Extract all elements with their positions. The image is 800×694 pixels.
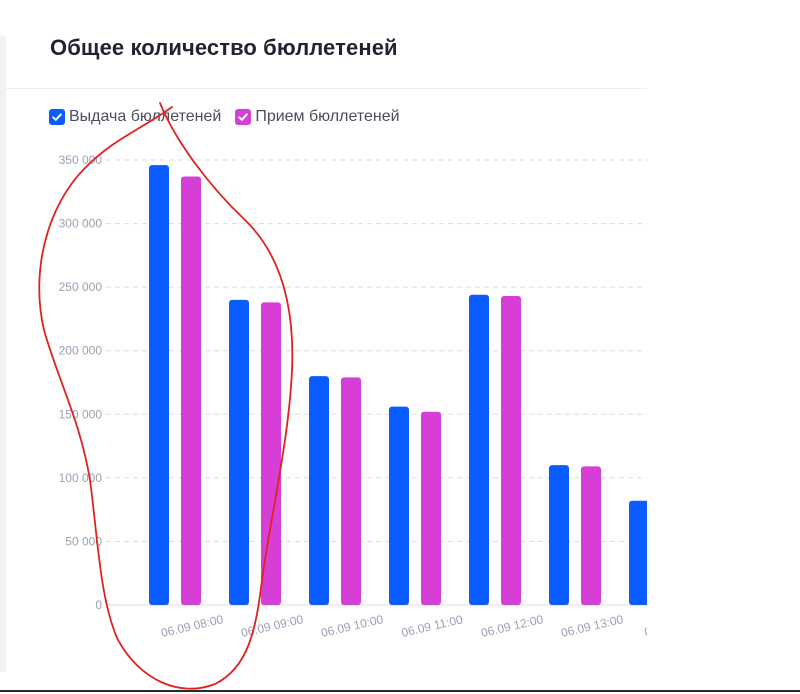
x-tick-label: 06.09 14:0 [643,613,647,639]
bar-chart: 0 50 000 100 000 150 000 200 000 250 000 300 0… [59,153,647,640]
y-tick-label: 150 000 [59,407,103,421]
title-divider [6,88,647,89]
y-tick-label: 300 000 [59,217,103,231]
bar-received [261,302,281,605]
bar-issued [469,294,489,605]
chart-title: Общее количество бюллетеней [50,35,398,60]
bar-issued [309,376,329,605]
chart-card: Общее количество бюллетеней Выдача бюлле… [6,0,647,672]
y-tick-label: 250 000 [59,280,103,294]
bar-received [581,466,601,605]
y-tick-label: 50 000 [65,534,102,548]
x-tick-label: 06.09 13:00 [560,612,625,640]
x-tick-label: 06.09 08:00 [160,612,225,640]
y-tick-label: 0 [95,598,102,612]
bar-issued [389,406,409,605]
x-tick-label: 06.09 12:00 [480,612,545,640]
bar-received [421,411,441,605]
y-tick-label: 350 000 [59,153,103,167]
bar-issued [629,500,647,605]
y-tick-label: 100 000 [59,471,103,485]
bar-received [181,176,201,605]
bar-received [341,377,361,605]
bar-received [501,296,521,605]
x-tick-label: 06.09 09:00 [240,612,305,640]
bar-issued [229,299,249,605]
x-tick-label: 06.09 11:00 [400,612,464,640]
bar-issued [149,165,169,606]
y-tick-label: 200 000 [59,344,103,358]
x-tick-label: 06.09 10:00 [320,612,385,640]
sidebar-edge [0,36,6,672]
bottom-border [0,690,800,692]
bar-issued [549,465,569,605]
